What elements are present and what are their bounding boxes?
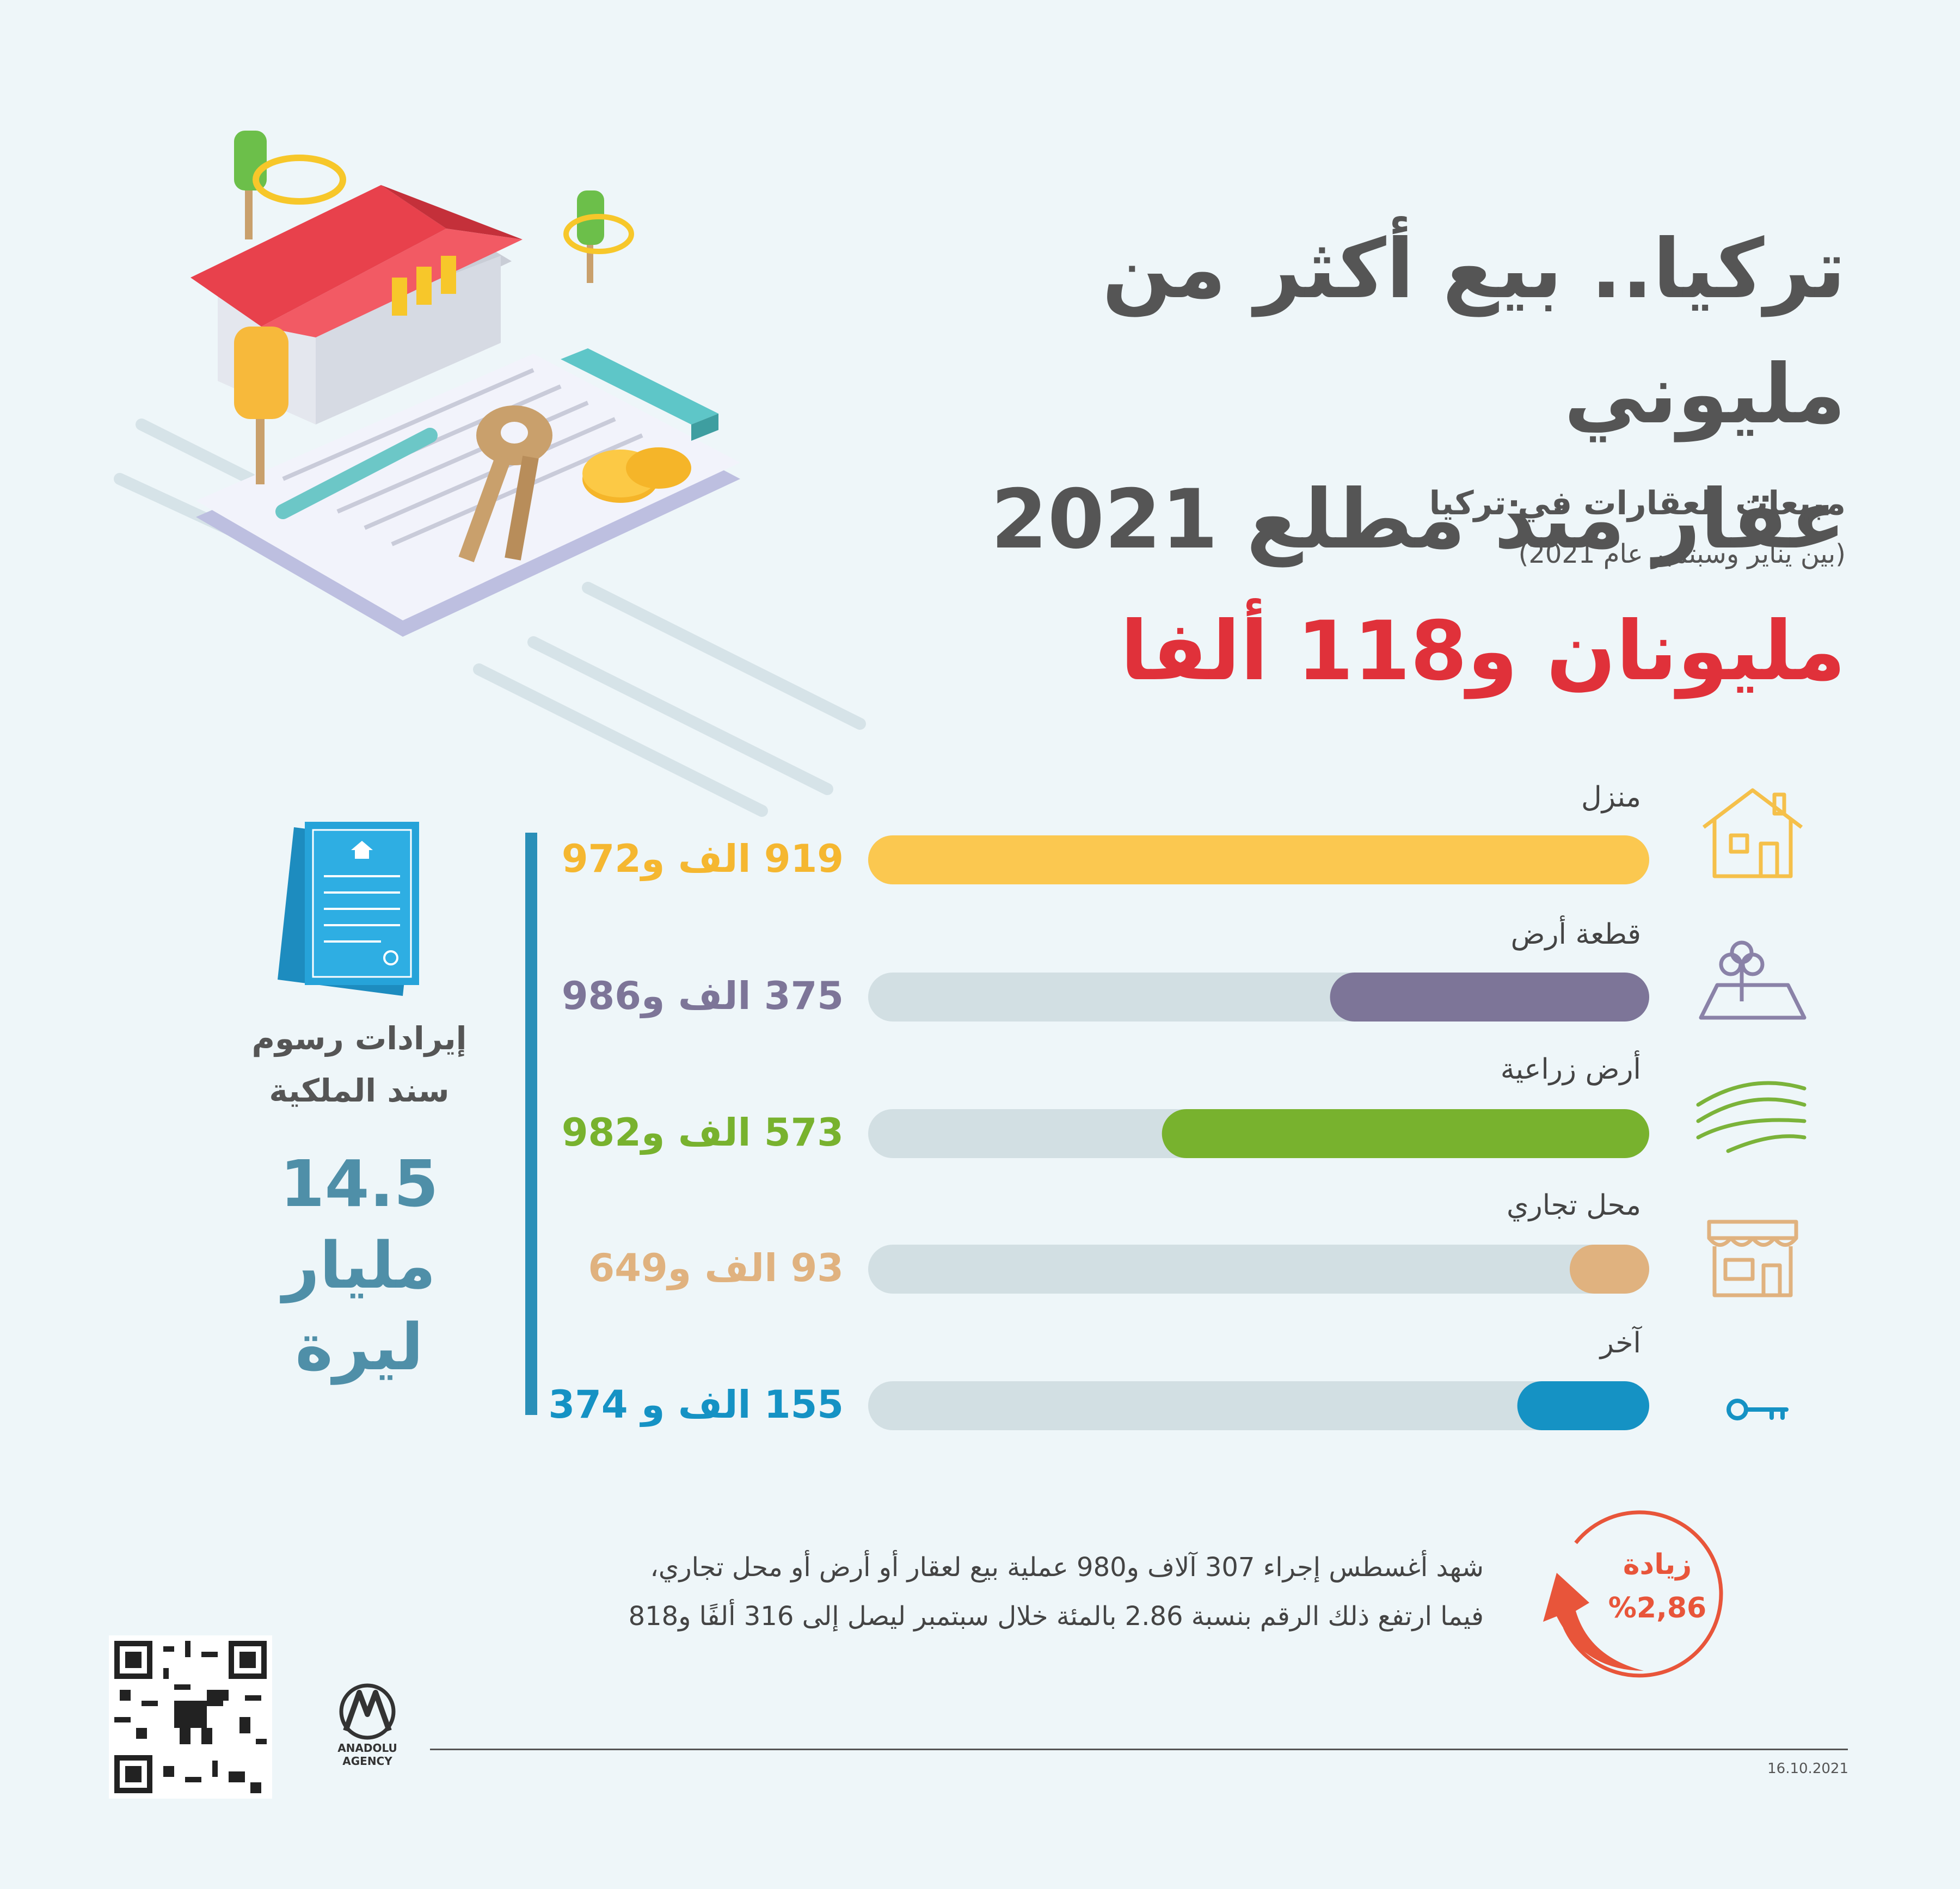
title-line-1: تركيا.. بيع أكثر من مليوني: [1102, 222, 1846, 442]
deed-fees-value-unit-1: مليار: [282, 1228, 436, 1303]
chart-divider-line: [525, 833, 537, 1415]
qr-code: [109, 1635, 272, 1799]
house-icon: [1702, 788, 1803, 878]
deed-fees-label-line-2: سند الملكية: [269, 1072, 450, 1109]
increase-label: زيادة: [1623, 1548, 1692, 1581]
increase-value: %2,86: [1608, 1592, 1707, 1625]
increase-badge: زيادة %2,86: [1568, 1543, 1747, 1630]
category-label: منزل: [1581, 781, 1641, 814]
real-estate-illustration: [114, 131, 866, 817]
deed-fees-value-number: 14.5: [280, 1146, 439, 1221]
key-icon: [1726, 1399, 1789, 1420]
bar-3: [1162, 1109, 1649, 1158]
anadolu-agency-logo: [339, 1683, 396, 1740]
deed-document-icon: [278, 822, 419, 996]
increase-arrow-icon: [1543, 1510, 1723, 1678]
note-line-2: فيما ارتفع ذلك الرقم بنسبة 2.86 بالمئة خ…: [628, 1601, 1484, 1632]
farmland-icon: [1696, 1081, 1807, 1153]
value-label: 93 الف و649: [588, 1246, 844, 1290]
publish-date: 16.10.2021: [1767, 1761, 1848, 1777]
value-label: 375 الف و986: [561, 974, 844, 1018]
date-range-note: (بين يناير وسبتمبر عام 2021): [1518, 539, 1846, 569]
agency-name: ANADOLU AGENCY: [337, 1742, 397, 1768]
bar-4: [1569, 1245, 1649, 1294]
deed-fees-label: إيرادات رسوم سند الملكية: [245, 1012, 474, 1117]
deed-fees-label-line-1: إيرادات رسوم: [251, 1020, 467, 1057]
bar-1: [868, 835, 1649, 884]
land-plot-icon: [1699, 940, 1807, 1020]
category-label: محل تجاري: [1506, 1189, 1641, 1222]
shop-icon: [1707, 1220, 1798, 1297]
value-label: 919 الف و972: [561, 836, 844, 881]
chart-subtitle: مبيعات العقارات في تركيا: [1429, 484, 1846, 522]
footer-divider: [430, 1749, 1848, 1750]
category-label: قطعة أرض: [1510, 918, 1641, 951]
page-title: تركيا.. بيع أكثر من مليوني عقار منذ مطلع…: [866, 207, 1846, 582]
note-line-1: شهد أغسطس إجراء 307 آلاف و980 عملية بيع …: [650, 1552, 1484, 1583]
bar-track: [868, 1245, 1649, 1294]
bar-5: [1517, 1381, 1649, 1430]
value-label: 155 الف و 374: [548, 1382, 844, 1427]
category-label: آخر: [1600, 1327, 1641, 1359]
bar-2: [1330, 973, 1649, 1022]
value-label: 573 الف و982: [561, 1110, 844, 1155]
deed-fees-value: 14.5 مليار ليرة: [245, 1143, 474, 1388]
bar-track: [868, 1381, 1649, 1430]
deed-fees-value-unit-2: ليرة: [295, 1309, 423, 1385]
total-sales: مليونان و118 ألفا: [1120, 604, 1846, 699]
title-line-2: عقار منذ مطلع 2021: [991, 472, 1846, 567]
category-label: أرض زراعية: [1500, 1053, 1641, 1086]
august-sales-note: شهد أغسطس إجراء 307 آلاف و980 عملية بيع …: [504, 1543, 1484, 1641]
